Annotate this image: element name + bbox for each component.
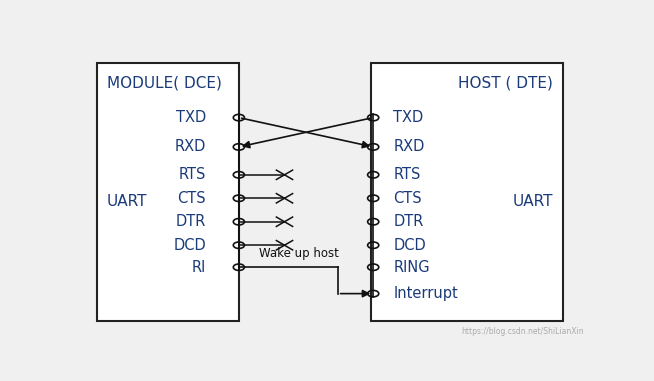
Text: DCD: DCD — [394, 238, 426, 253]
Text: Wake up host: Wake up host — [259, 247, 339, 260]
Text: Interrupt: Interrupt — [394, 286, 458, 301]
Text: RI: RI — [192, 260, 206, 275]
Text: MODULE( DCE): MODULE( DCE) — [107, 75, 222, 90]
Text: RXD: RXD — [175, 139, 206, 154]
Text: CTS: CTS — [177, 191, 206, 206]
Text: CTS: CTS — [394, 191, 422, 206]
Text: DTR: DTR — [175, 214, 206, 229]
Text: RTS: RTS — [179, 167, 206, 182]
Text: DCD: DCD — [173, 238, 206, 253]
Text: TXD: TXD — [176, 110, 206, 125]
Text: TXD: TXD — [394, 110, 424, 125]
Text: RXD: RXD — [394, 139, 425, 154]
Text: UART: UART — [513, 194, 553, 209]
Text: https://blog.csdn.net/ShiLianXin: https://blog.csdn.net/ShiLianXin — [461, 327, 583, 336]
Bar — [371, 63, 563, 322]
Text: UART: UART — [107, 194, 148, 209]
Text: DTR: DTR — [394, 214, 424, 229]
Text: HOST ( DTE): HOST ( DTE) — [458, 75, 553, 90]
Text: RING: RING — [394, 260, 430, 275]
Bar — [97, 63, 239, 322]
Text: RTS: RTS — [394, 167, 421, 182]
